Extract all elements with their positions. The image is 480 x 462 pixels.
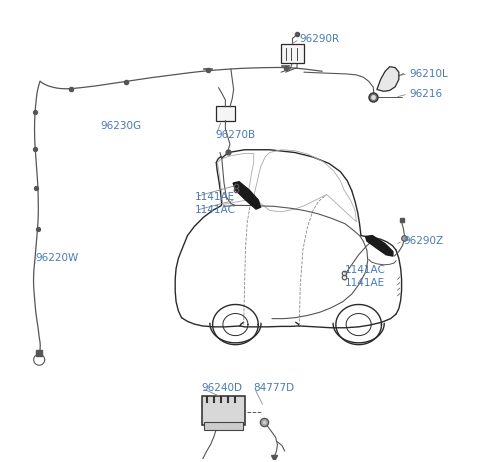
Text: 96220W: 96220W bbox=[36, 253, 79, 263]
FancyBboxPatch shape bbox=[216, 106, 235, 121]
FancyBboxPatch shape bbox=[202, 396, 245, 425]
Text: 96240D: 96240D bbox=[201, 383, 242, 394]
Text: 96290R: 96290R bbox=[300, 34, 339, 44]
Polygon shape bbox=[366, 236, 393, 256]
Text: 1141AC: 1141AC bbox=[194, 206, 235, 215]
Text: 96290Z: 96290Z bbox=[403, 236, 444, 246]
FancyBboxPatch shape bbox=[204, 422, 243, 430]
Text: 96216: 96216 bbox=[409, 89, 442, 99]
FancyBboxPatch shape bbox=[281, 44, 304, 62]
Polygon shape bbox=[377, 67, 399, 91]
Text: 84777D: 84777D bbox=[254, 383, 295, 394]
Polygon shape bbox=[233, 182, 261, 209]
Text: 96210L: 96210L bbox=[409, 68, 448, 79]
Text: 1141AE: 1141AE bbox=[345, 279, 385, 288]
Text: 1141AE: 1141AE bbox=[194, 192, 235, 202]
Text: 1141AC: 1141AC bbox=[345, 265, 386, 275]
Text: 96230G: 96230G bbox=[101, 121, 142, 131]
Text: 96270B: 96270B bbox=[215, 130, 255, 140]
